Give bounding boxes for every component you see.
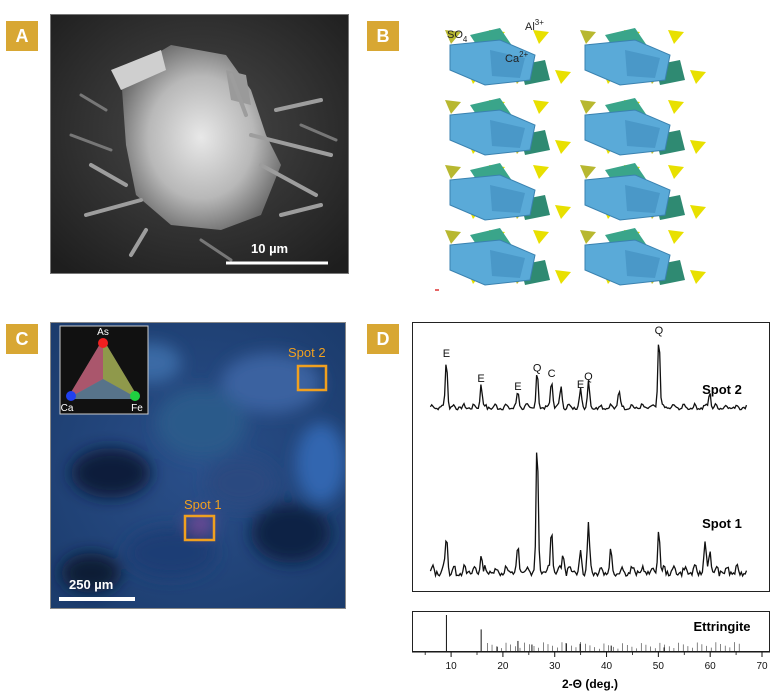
scalebar-label-a: 10 µm [251, 241, 289, 256]
sulfate-tetrahedron [445, 230, 461, 244]
scalebar-label-c: 250 µm [69, 577, 114, 592]
polyhedra-cluster [445, 163, 571, 221]
peak-label: C [548, 368, 556, 380]
sulfate-tetrahedron [690, 270, 706, 284]
aluminium-label: Al3+ [525, 18, 544, 33]
ettringite-reference: Ettringite 10 20 30 40 50 60 70 2-Θ (deg.) [412, 611, 770, 692]
series-label-spot-1: Spot 1 [702, 516, 742, 531]
sulfate-tetrahedron [533, 230, 549, 244]
x-tick-label: 60 [705, 661, 717, 672]
ca-polyhedron [625, 185, 660, 213]
spot-1-label: Spot 1 [184, 497, 222, 512]
sulfate-tetrahedron [445, 165, 461, 179]
sulfate-tetrahedron [668, 100, 684, 114]
sulfate-tetrahedron [555, 205, 571, 219]
sulfate-tetrahedron [690, 140, 706, 154]
polyhedra-cluster [580, 28, 706, 86]
polyhedra-cluster [445, 28, 571, 86]
polyhedra-cluster [445, 228, 571, 286]
sulfate-tetrahedron [690, 70, 706, 84]
triangle-label-as: As [97, 327, 109, 338]
x-tick-label: 40 [601, 661, 613, 672]
xrd-line-spot-2 [429, 344, 748, 411]
sulfate-tetrahedron [580, 230, 596, 244]
eds-map-image: As Ca Fe [51, 323, 345, 608]
spot-2-box [296, 364, 328, 392]
sulfate-tetrahedron [668, 230, 684, 244]
ternary-triangle-legend: As Ca Fe [59, 325, 149, 415]
peak-label: Q [655, 325, 664, 337]
sulfate-tetrahedron [668, 30, 684, 44]
peak-label: E [443, 348, 450, 360]
x-tick-label: 30 [549, 661, 561, 672]
xrd-line-spot-1 [429, 452, 748, 579]
panel-label-d: D [367, 324, 399, 354]
sulfate-tetrahedron [555, 270, 571, 284]
sulfate-label: SO4 [447, 29, 468, 44]
x-tick-label: 20 [497, 661, 509, 672]
polyhedra-cluster [580, 163, 706, 221]
sulfate-tetrahedron [690, 205, 706, 219]
panel-label-b: B [367, 21, 399, 51]
polyhedra-cluster [445, 98, 571, 156]
ca-polyhedron [625, 120, 660, 148]
triangle-label-fe: Fe [131, 403, 143, 414]
x-axis-label: 2-Θ (deg.) [562, 677, 618, 691]
sem-micrograph: 10 µm [50, 14, 349, 274]
sem-image [51, 15, 348, 273]
sulfate-tetrahedron [580, 100, 596, 114]
series-label-spot-2: Spot 2 [702, 382, 742, 397]
x-tick-label: 70 [756, 661, 768, 672]
eds-map: As Ca Fe Spot 2 Spot 1 250 µm [50, 322, 346, 609]
series-label-ettringite: Ettringite [693, 619, 750, 634]
sulfate-tetrahedron [668, 165, 684, 179]
spot-1-box [183, 514, 216, 542]
crystal-structure-drawing: SO4 Al3+ Ca2+ [420, 18, 706, 297]
panel-label-a: A [6, 21, 38, 51]
spot-2-label: Spot 2 [288, 345, 326, 360]
ca-polyhedron [490, 185, 525, 213]
ca-polyhedron [490, 50, 525, 78]
ca-polyhedron [625, 50, 660, 78]
x-tick-label: 50 [653, 661, 665, 672]
panel-label-c: C [6, 324, 38, 354]
peak-label: E [477, 373, 484, 385]
peak-label: E [577, 379, 584, 391]
polyhedra-cluster [580, 98, 706, 156]
sulfate-tetrahedron [445, 30, 461, 44]
ca-polyhedron [490, 120, 525, 148]
sulfate-tetrahedron [445, 100, 461, 114]
peak-label: Q [533, 362, 542, 374]
sulfate-tetrahedron [533, 30, 549, 44]
ettringite-plot: Ettringite 10 20 30 40 50 60 70 2-Θ (deg.) [412, 611, 770, 691]
crystal-structure: SO4 Al3+ Ca2+ [420, 10, 725, 300]
sulfate-tetrahedron [555, 140, 571, 154]
ca-polyhedron [490, 250, 525, 278]
sulfate-tetrahedron [580, 30, 596, 44]
sulfate-tetrahedron [533, 100, 549, 114]
sulfate-tetrahedron [533, 165, 549, 179]
sulfate-tetrahedron [580, 165, 596, 179]
polyhedra-cluster [580, 228, 706, 286]
peak-label: E [514, 381, 521, 393]
sulfate-tetrahedron [555, 70, 571, 84]
calcium-label: Ca2+ [505, 50, 529, 65]
triangle-label-ca: Ca [61, 403, 74, 414]
peak-label: Q [584, 371, 593, 383]
axes-icon [420, 278, 439, 297]
x-tick-label: 10 [446, 661, 458, 672]
ca-polyhedron [625, 250, 660, 278]
